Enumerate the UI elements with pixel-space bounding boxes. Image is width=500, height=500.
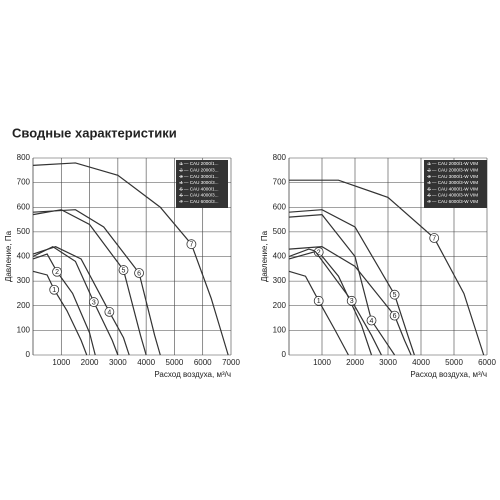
x-axis-label: Расход воздуха, м³/ч — [154, 370, 231, 379]
curve-tag-circle — [389, 310, 400, 321]
legend-entry: 7 — CAU 6000/3... — [180, 199, 219, 204]
x-axis-label: Расход воздуха, м³/ч — [410, 370, 487, 379]
y-tick-label: 700 — [17, 178, 31, 187]
y-tick-label: 600 — [17, 202, 31, 211]
curve-tag-circle — [134, 268, 144, 278]
curve — [289, 179, 485, 356]
curve-tag-circle — [429, 233, 440, 243]
legend-box — [176, 160, 228, 208]
curve-tag: 4 — [370, 318, 374, 325]
legend-entry: 2 — CAU 2000/3... — [180, 168, 219, 173]
y-tick-label: 500 — [17, 227, 31, 236]
legend-entry: 6 — CAU 4000/3-W VIM — [428, 193, 478, 198]
curve — [288, 214, 396, 356]
legend-entry: 5 — CAU 4000/1-W VIM — [428, 186, 478, 191]
x-tick-label: 3000 — [379, 358, 397, 367]
y-tick-label: 0 — [26, 350, 31, 359]
curve-tag: 1 — [52, 287, 56, 294]
curve-tag-circle — [104, 307, 115, 317]
legend-entry: 5 — CAU 4000/1... — [180, 186, 219, 191]
curve — [32, 246, 130, 356]
y-tick-label: 600 — [273, 202, 287, 211]
y-tick-label: 0 — [282, 350, 287, 359]
curve-tag-circle — [88, 297, 99, 307]
legend-entry: 1 — CAU 2000/1... — [180, 161, 219, 166]
curve-tag-circle — [52, 266, 62, 277]
x-tick-label: 3000 — [109, 358, 127, 367]
x-tick-label: 6000 — [478, 358, 496, 367]
curve-tag-circle — [313, 295, 324, 306]
curve-tag: 6 — [393, 313, 397, 320]
curve — [32, 270, 88, 356]
y-tick-label: 700 — [273, 178, 287, 187]
y-tick-label: 300 — [17, 276, 31, 285]
x-tick-label: 1000 — [52, 358, 70, 367]
y-tick-label: 200 — [17, 301, 31, 310]
legend-entry: 6 — CAU 4000/3... — [180, 193, 219, 198]
y-tick-label: 100 — [17, 325, 31, 334]
y-axis-label: Давление, Па — [260, 230, 269, 282]
curve-tag-circle — [389, 289, 400, 300]
x-tick-label: 6000 — [194, 358, 212, 367]
x-tick-label: 2000 — [346, 358, 364, 367]
y-tick-label: 800 — [273, 153, 287, 162]
legend-box — [424, 160, 487, 208]
legend-entry: 7 — CAU 6000/3-W VIM — [428, 199, 478, 204]
curve-tag-circle — [186, 239, 197, 250]
y-tick-label: 400 — [273, 252, 287, 261]
heading: Сводные характеристики — [12, 125, 177, 140]
y-tick-label: 200 — [273, 301, 287, 310]
y-tick-label: 800 — [17, 153, 31, 162]
y-tick-label: 100 — [273, 325, 287, 334]
curve-tag: 2 — [317, 249, 321, 256]
curve-tag: 4 — [107, 309, 111, 316]
curve-tag-circle — [366, 315, 377, 326]
legend-entry: 2 — CAU 2000/3-W VIM — [428, 168, 478, 173]
curve-tag-circle — [118, 265, 129, 275]
curve — [288, 248, 373, 356]
x-tick-label: 7000 — [222, 358, 240, 367]
x-tick-label: 4000 — [412, 358, 430, 367]
curve-tag: 6 — [137, 270, 141, 277]
legend-entry: 1 — CAU 2000/1-W VIM — [428, 161, 478, 166]
curve — [32, 209, 161, 356]
y-tick-label: 500 — [273, 227, 287, 236]
y-tick-label: 300 — [273, 276, 287, 285]
legend-entry: 4 — CAU 3000/3... — [180, 180, 219, 185]
curve-tag: 3 — [92, 299, 96, 306]
curve — [288, 209, 415, 356]
curve-tag: 5 — [393, 292, 397, 299]
curve-tag: 3 — [350, 298, 354, 305]
curve — [32, 253, 96, 356]
curve — [32, 162, 229, 356]
y-axis-label: Давление, Па — [4, 230, 13, 282]
curve-tag-circle — [49, 284, 60, 295]
curve — [288, 246, 412, 356]
legend-entry: 4 — CAU 3000/3-W VIM — [428, 180, 478, 185]
curve-tag: 1 — [317, 298, 321, 305]
curve-tag-circle — [346, 295, 357, 306]
y-tick-label: 400 — [17, 252, 31, 261]
legend-entry: 3 — CAU 3000/1-W VIM — [428, 174, 478, 179]
x-tick-label: 5000 — [445, 358, 463, 367]
x-tick-label: 4000 — [137, 358, 155, 367]
curve-tag: 7 — [189, 242, 193, 249]
legend-entry: 3 — CAU 3000/1... — [180, 174, 219, 179]
curve-tag: 2 — [55, 269, 59, 276]
curve-tag: 7 — [432, 235, 436, 242]
x-tick-label: 5000 — [166, 358, 184, 367]
x-tick-label: 2000 — [81, 358, 99, 367]
x-tick-label: 1000 — [313, 358, 331, 367]
curve-tag: 5 — [122, 267, 126, 274]
